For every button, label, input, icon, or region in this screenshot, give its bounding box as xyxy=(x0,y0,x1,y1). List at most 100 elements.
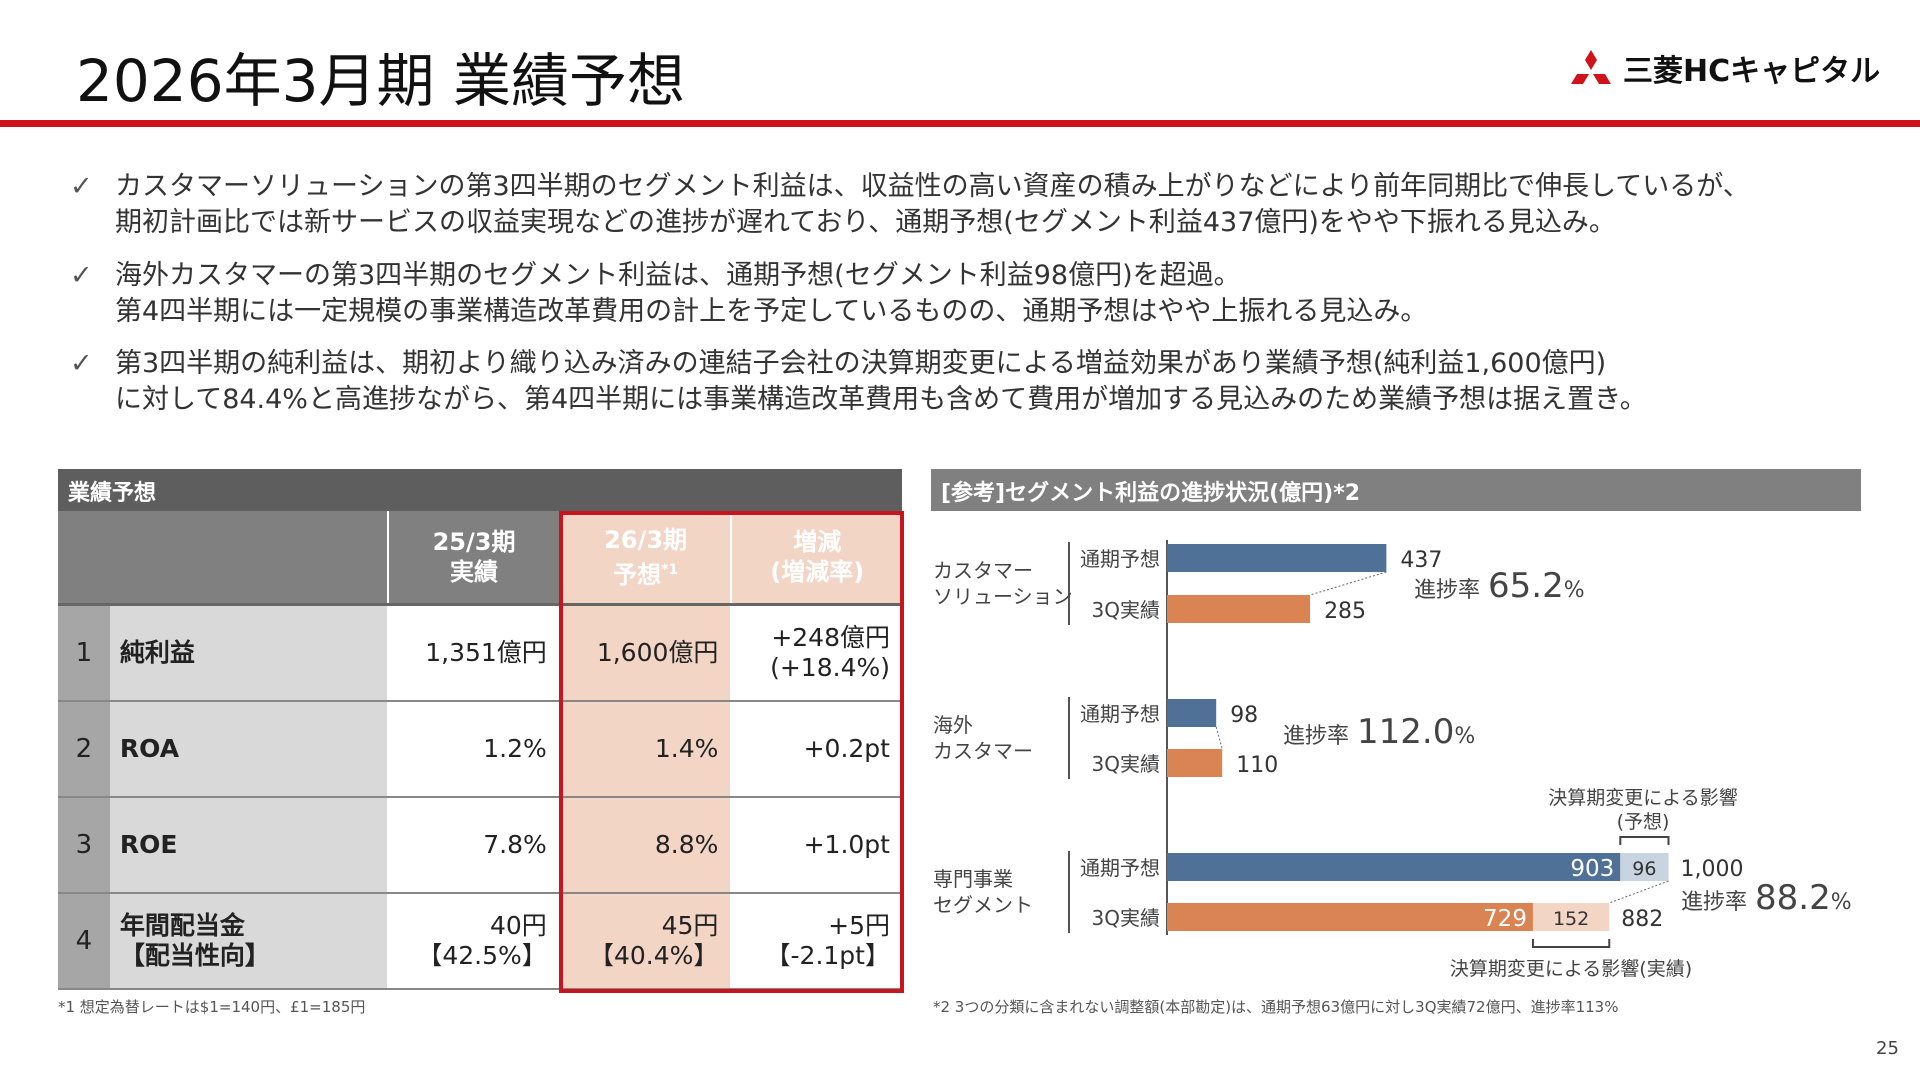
bar-label: 通期予想 xyxy=(1080,547,1160,571)
actual-value-label: 729 xyxy=(1483,906,1527,932)
progress-rate-part: % xyxy=(1564,578,1585,603)
table-row: 1 純利益 1,351億円 1,600億円 +248億円 (+18.4%) xyxy=(58,606,902,702)
logo-text: 三菱HCキャピタル xyxy=(1623,54,1881,89)
actual-extra-label: 152 xyxy=(1553,908,1589,930)
table-cell: +1.0pt xyxy=(803,830,890,859)
group-label: カスタマー xyxy=(933,739,1033,763)
table-cell: 1.4% xyxy=(558,702,731,796)
actual-bar xyxy=(1167,903,1533,931)
bullet-item: ✓ 海外カスタマーの第3四半期のセグメント利益は、通期予想(セグメント利益98億円… xyxy=(70,258,1427,330)
progress-connector xyxy=(1309,571,1387,596)
progress-rate-part: 112.0 xyxy=(1357,712,1454,752)
forecast-bar xyxy=(1167,544,1387,572)
column-header: 増減 (増減率) xyxy=(730,511,903,603)
table-cell: 1,351億円 xyxy=(425,638,547,667)
page-number: 25 xyxy=(1876,1038,1899,1059)
forecast-total-label: 1,000 xyxy=(1680,857,1743,882)
progress-rate-part: 88.2 xyxy=(1755,878,1831,918)
bullet-item: ✓ 第3四半期の純利益は、期初より織り込み済みの連結子会社の決算期変更による増益効… xyxy=(70,346,1647,418)
progress-rate-part: 65.2 xyxy=(1488,566,1564,606)
table-cell: 8.8% xyxy=(558,798,731,892)
forecast-value-label: 437 xyxy=(1400,548,1442,573)
table-row: 2 ROA 1.2% 1.4% +0.2pt xyxy=(58,702,902,798)
forecast-bar xyxy=(1167,853,1621,881)
group-label: セグメント xyxy=(933,893,1033,917)
forecast-value-label: 98 xyxy=(1230,703,1258,728)
chart-footnote: *2 3つの分類に含まれない調整額(本部勘定)は、通期予想63億円に対し3Q実績… xyxy=(933,998,1619,1016)
table-cell: 40円 【42.5%】 xyxy=(417,911,547,970)
row-number: 4 xyxy=(58,894,110,988)
annotation-forecast: (予想) xyxy=(1617,811,1670,833)
progress-rate-part: % xyxy=(1831,890,1852,915)
page-title: 2026年3月期 業績予想 xyxy=(76,47,685,115)
table-cell: 45円 【40.4%】 xyxy=(558,894,731,988)
table-footnote: *1 想定為替レートは$1=140円、£1=185円 xyxy=(58,998,366,1016)
group-label: カスタマー xyxy=(933,559,1033,583)
forecast-value-label: 903 xyxy=(1570,856,1614,882)
bar-label: 通期予想 xyxy=(1080,856,1160,880)
table-cell: +5円 【-2.1pt】 xyxy=(765,911,890,970)
bar-label: 3Q実績 xyxy=(1092,906,1160,930)
row-label: ROA xyxy=(109,702,388,796)
bullet-text: カスタマーソリューションの第3四半期のセグメント利益は、収益性の高い資産の積み上… xyxy=(115,171,1750,202)
progress-rate-label: 進捗率 65.2% xyxy=(1414,566,1585,606)
row-label: 純利益 xyxy=(109,606,388,700)
forecast-extra-bar xyxy=(1620,853,1669,881)
progress-rate-label: 進捗率 112.0% xyxy=(1283,712,1475,752)
progress-rate-part: 進捗率 xyxy=(1414,578,1480,603)
actual-total-label: 882 xyxy=(1621,907,1663,932)
progress-rate-label: 進捗率 88.2% xyxy=(1681,878,1852,918)
progress-rate-part: 進捗率 xyxy=(1283,724,1349,749)
group-label: 海外 xyxy=(933,713,973,737)
check-icon: ✓ xyxy=(70,171,93,202)
forecast-bracket xyxy=(1619,836,1670,845)
actual-bar xyxy=(1167,595,1311,623)
table-cell: 7.8% xyxy=(483,830,547,859)
annotation-actual: 決算期変更による影響(実績) xyxy=(1450,958,1692,980)
table-row: 3 ROE 7.8% 8.8% +1.0pt xyxy=(58,798,902,894)
progress-connector xyxy=(1609,880,1669,904)
chart-title: [参考]セグメント利益の進捗状況(億円)*2 xyxy=(931,469,1861,511)
column-header: 25/3期 実績 xyxy=(387,511,559,603)
check-icon: ✓ xyxy=(70,260,93,291)
actual-bar xyxy=(1167,749,1223,777)
bar-label: 3Q実績 xyxy=(1092,598,1160,622)
table-title: 業績予想 xyxy=(58,469,902,511)
group-label: ソリューション xyxy=(933,585,1073,609)
column-header: 26/3期 予想*1 xyxy=(558,511,731,603)
check-icon: ✓ xyxy=(70,348,93,379)
actual-bracket xyxy=(1531,939,1611,948)
bullet-text: に対して84.4%と高進捗ながら、第4四半期には事業構造改革費用も含めて費用が増… xyxy=(115,384,1647,415)
row-label: ROE xyxy=(109,798,388,892)
three-diamonds-logo-icon xyxy=(1571,50,1611,84)
row-label: 年間配当金 【配当性向】 xyxy=(109,894,388,988)
bullet-text: 第4四半期には一定規模の事業構造改革費用の計上を予定しているものの、通期予想はや… xyxy=(115,296,1428,327)
company-logo: 三菱HCキャピタル xyxy=(1571,48,1881,89)
bar-label: 3Q実績 xyxy=(1092,752,1160,776)
actual-value-label: 285 xyxy=(1324,599,1366,624)
forecast-highlight-frame xyxy=(559,511,904,993)
table-cell: +0.2pt xyxy=(803,734,890,763)
progress-connector xyxy=(1215,726,1223,750)
bullet-text: 期初計画比では新サービスの収益実現などの進捗が遅れており、通期予想(セグメント利… xyxy=(115,207,1616,238)
row-number: 2 xyxy=(58,702,110,796)
group-label: 専門事業 xyxy=(933,867,1013,891)
annotation-forecast: 決算期変更による影響 xyxy=(1548,787,1737,809)
table-header-row: 25/3期 実績 26/3期 予想*1 増減 (増減率) xyxy=(58,511,903,606)
progress-rate-part: 進捗率 xyxy=(1681,890,1747,915)
bullet-text: 海外カスタマーの第3四半期のセグメント利益は、通期予想(セグメント利益98億円)… xyxy=(115,260,1241,291)
bullet-item: ✓ カスタマーソリューションの第3四半期のセグメント利益は、収益性の高い資産の積み… xyxy=(70,169,1750,241)
row-number: 1 xyxy=(58,606,110,700)
row-number: 3 xyxy=(58,798,110,892)
table-row: 4 年間配当金 【配当性向】 40円 【42.5%】 45円 【40.4%】 +5円 【-2.… xyxy=(58,894,902,990)
forecast-extra-label: 96 xyxy=(1632,858,1656,880)
actual-extra-bar xyxy=(1532,903,1610,931)
actual-value-label: 110 xyxy=(1236,753,1278,778)
table-cell: +248億円 (+18.4%) xyxy=(770,623,890,682)
bar-label: 通期予想 xyxy=(1080,702,1160,726)
forecast-table: 業績予想 25/3期 実績 26/3期 予想*1 増減 (増減率) 1 純利益 1,35… xyxy=(58,469,903,990)
table-cell: 1.2% xyxy=(483,734,547,763)
table-cell: 1,600億円 xyxy=(558,606,731,700)
bullet-text: 第3四半期の純利益は、期初より織り込み済みの連結子会社の決算期変更による増益効果… xyxy=(115,348,1607,379)
